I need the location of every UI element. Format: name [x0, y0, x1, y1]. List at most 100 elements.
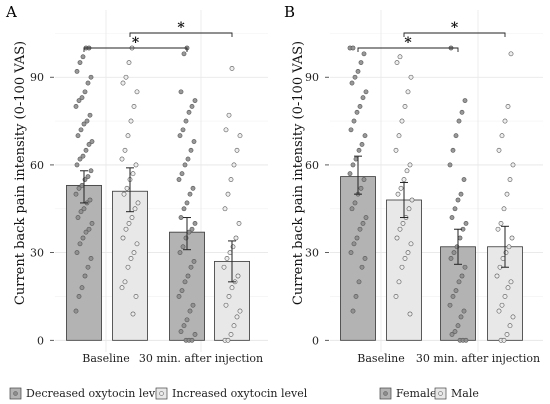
data-point: [85, 80, 91, 86]
legend-label: Decreased oxytocin level: [26, 387, 166, 400]
data-point: [89, 220, 95, 226]
significance-bracket: [83, 47, 188, 52]
data-point: [349, 80, 355, 86]
data-point: [187, 191, 193, 197]
data-point: [223, 127, 229, 133]
data-point: [188, 147, 194, 153]
y-tick-label: 90: [305, 71, 319, 84]
data-point: [135, 200, 141, 206]
data-point: [350, 162, 356, 168]
data-point: [499, 302, 505, 308]
data-point: [406, 206, 412, 212]
data-point: [360, 220, 366, 226]
data-point: [125, 264, 131, 270]
data-point: [450, 147, 456, 153]
data-point: [131, 104, 137, 109]
data-point: [124, 185, 130, 191]
data-point: [393, 147, 399, 153]
data-point: [73, 308, 79, 314]
data-point: [189, 226, 195, 232]
data-point: [401, 177, 407, 182]
data-point: [82, 273, 88, 279]
significance-star: *: [177, 20, 185, 36]
data-point: [352, 200, 358, 206]
data-point: [176, 177, 182, 182]
data-point: [85, 174, 91, 180]
data-point: [84, 118, 90, 124]
data-point: [359, 142, 365, 147]
data-point: [451, 250, 457, 256]
data-point: [81, 206, 87, 212]
data-point: [119, 156, 125, 162]
data-point: [80, 54, 86, 60]
data-point: [234, 314, 240, 320]
y-tick-label: 0: [37, 334, 44, 347]
data-point: [449, 215, 455, 220]
data-point: [87, 112, 93, 118]
bar: [386, 199, 422, 341]
data-point: [455, 197, 461, 203]
data-point: [119, 285, 125, 291]
data-point: [507, 323, 513, 329]
data-point: [224, 256, 230, 261]
data-point: [448, 256, 454, 261]
data-point: [192, 98, 198, 104]
data-point: [354, 109, 360, 115]
data-point: [128, 118, 134, 124]
data-point: [351, 118, 357, 124]
bar: [112, 190, 148, 341]
data-point: [81, 121, 87, 127]
data-point: [180, 127, 186, 133]
data-point: [399, 264, 405, 270]
y-tick-label: 60: [305, 159, 319, 172]
data-point: [177, 133, 183, 139]
data-point: [495, 226, 501, 232]
significance-star: *: [132, 35, 140, 51]
data-point: [132, 206, 138, 212]
data-point: [229, 66, 235, 71]
data-point: [447, 302, 453, 308]
data-point: [505, 104, 511, 109]
data-point: [79, 182, 85, 188]
data-point: [400, 220, 406, 226]
data-point: [76, 185, 82, 191]
data-point: [347, 171, 353, 177]
data-point: [182, 279, 188, 285]
data-point: [225, 337, 231, 343]
x-tick-label: 30 min. after injection: [139, 352, 263, 365]
data-point: [501, 206, 507, 212]
legend-key-point: [13, 391, 18, 396]
y-tick-label: 30: [30, 247, 44, 260]
data-point: [357, 226, 363, 232]
data-point: [187, 308, 193, 314]
data-point: [88, 256, 94, 261]
data-point: [79, 285, 85, 291]
data-point: [496, 147, 502, 153]
data-point: [396, 279, 402, 285]
data-point: [463, 337, 469, 343]
data-point: [191, 258, 197, 264]
significance-bracket: [357, 47, 459, 52]
data-point: [402, 104, 408, 109]
data-point: [122, 279, 128, 285]
data-point: [348, 250, 354, 256]
data-point: [83, 147, 89, 153]
data-point: [126, 220, 132, 226]
data-point: [234, 147, 240, 153]
data-point: [452, 206, 458, 212]
data-point: [120, 80, 126, 86]
y-tick-label: 30: [305, 247, 319, 260]
data-point: [231, 323, 237, 329]
data-point: [358, 60, 364, 66]
data-point: [181, 51, 187, 57]
data-point: [73, 191, 79, 197]
data-point: [510, 162, 516, 168]
data-point: [348, 127, 354, 133]
data-point: [227, 250, 233, 256]
data-point: [222, 206, 228, 212]
data-point: [354, 235, 360, 241]
data-point: [237, 308, 243, 314]
data-point: [459, 109, 465, 115]
